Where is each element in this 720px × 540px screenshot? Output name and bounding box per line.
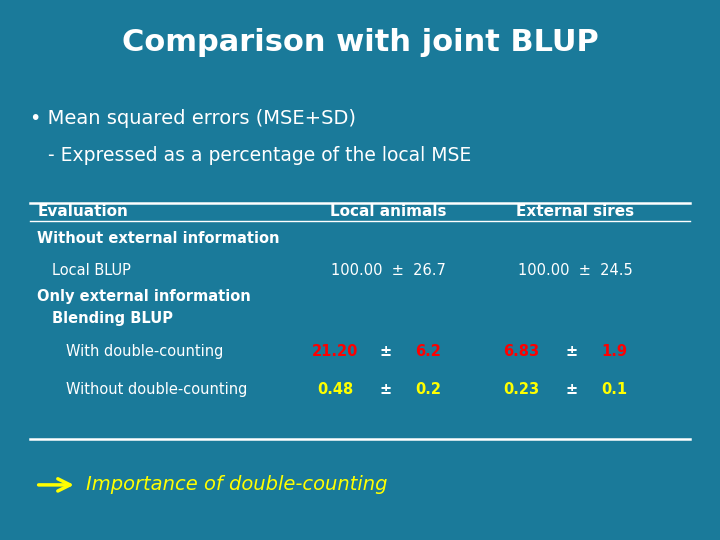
Text: Importance of double-counting: Importance of double-counting (86, 475, 387, 495)
Text: • Mean squared errors (MSE+SD): • Mean squared errors (MSE+SD) (30, 109, 356, 128)
Text: ±: ± (379, 382, 391, 397)
Text: 100.00  ±  26.7: 100.00 ± 26.7 (331, 262, 446, 278)
Text: - Expressed as a percentage of the local MSE: - Expressed as a percentage of the local… (30, 146, 472, 165)
Text: Without double-counting: Without double-counting (66, 382, 247, 397)
Text: External sires: External sires (516, 205, 634, 219)
Text: 21.20: 21.20 (312, 344, 358, 359)
Text: 6.83: 6.83 (503, 344, 539, 359)
Text: ±: ± (379, 344, 391, 359)
Text: Without external information: Without external information (37, 231, 280, 246)
Text: 0.2: 0.2 (415, 382, 441, 397)
Text: Comparison with joint BLUP: Comparison with joint BLUP (122, 28, 598, 57)
Text: 0.23: 0.23 (503, 382, 539, 397)
Text: 0.48: 0.48 (317, 382, 353, 397)
Text: With double-counting: With double-counting (66, 344, 223, 359)
Text: Evaluation: Evaluation (37, 205, 128, 219)
Text: Only external information: Only external information (37, 289, 251, 305)
Text: ±: ± (565, 344, 577, 359)
Text: 0.1: 0.1 (601, 382, 628, 397)
Text: 6.2: 6.2 (415, 344, 441, 359)
Text: Local BLUP: Local BLUP (52, 262, 130, 278)
Text: 100.00  ±  24.5: 100.00 ± 24.5 (518, 262, 633, 278)
Text: 1.9: 1.9 (602, 344, 628, 359)
Text: Local animals: Local animals (330, 205, 447, 219)
Text: ±: ± (565, 382, 577, 397)
Text: Blending BLUP: Blending BLUP (52, 311, 173, 326)
